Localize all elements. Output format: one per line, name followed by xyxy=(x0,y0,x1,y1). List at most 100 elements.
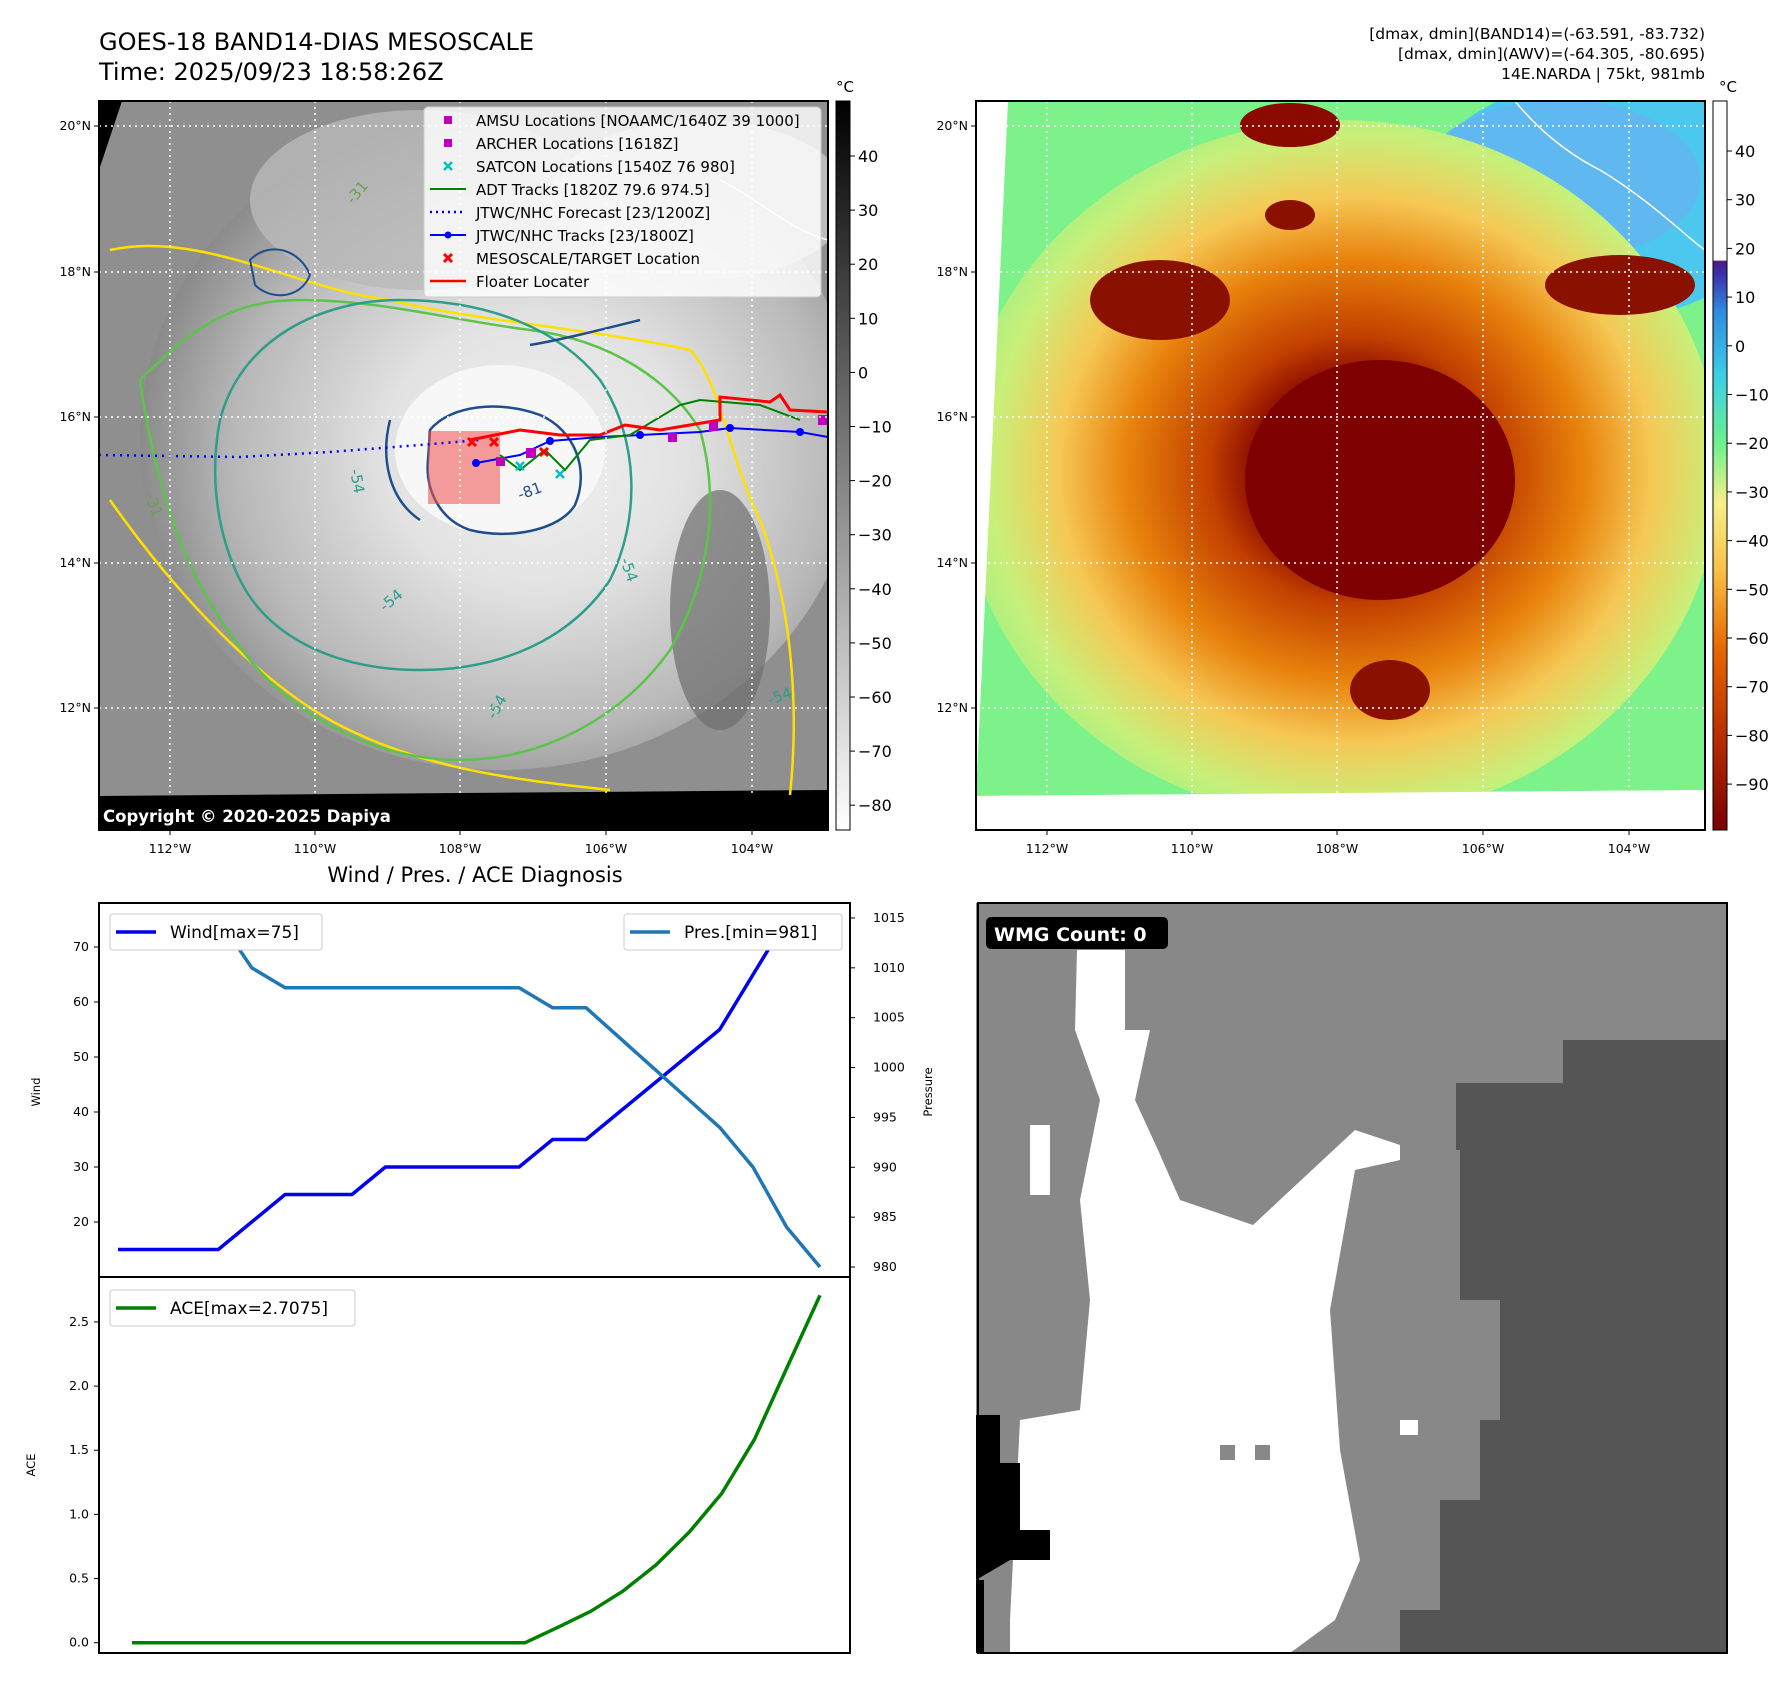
wmg-panel: WMG Count: 0 xyxy=(976,902,1728,1654)
legend-adt: ADT Tracks [1820Z 79.6 974.5] xyxy=(476,181,710,199)
lon-tick-label: 106°W xyxy=(1462,841,1504,856)
wmg-count-badge xyxy=(986,917,1168,949)
floater-track-line xyxy=(469,392,828,442)
legend-floater: Floater Locater xyxy=(476,273,590,291)
colorbar-tick-label: −70 xyxy=(1735,678,1769,697)
wind-axis-label: Wind xyxy=(29,1078,43,1107)
colorbar-tick-label: 10 xyxy=(858,309,878,328)
adt-track-line xyxy=(499,398,801,472)
lon-tick-label: 104°W xyxy=(1608,841,1650,856)
wind-tick-label: 60 xyxy=(73,994,89,1009)
figure-title: GOES-18 BAND14-DIAS MESOSCALE xyxy=(99,28,534,56)
colorbar-tick-label: −40 xyxy=(1735,532,1769,551)
pressure-tick-label: 1000 xyxy=(873,1060,905,1075)
wmg-count-text: WMG Count: 0 xyxy=(994,924,1147,946)
lat-tick-label: 20°N xyxy=(59,118,91,133)
colorbar-tick-label: −30 xyxy=(858,526,892,545)
colorbar-tick-label: 20 xyxy=(1735,239,1755,258)
ace-tick-label: 0.0 xyxy=(69,1635,89,1650)
colorbar-tick-label: −20 xyxy=(858,472,892,491)
lat-tick-label: 16°N xyxy=(936,409,968,424)
colorbar-tick-label: −40 xyxy=(858,580,892,599)
colorbar-tick-label: −70 xyxy=(858,742,892,761)
floater-locater-box xyxy=(428,431,500,504)
mesoscale-markers xyxy=(466,436,550,458)
colorbar-tick-label: 10 xyxy=(1735,288,1755,307)
lon-tick-label: 112°W xyxy=(1026,841,1068,856)
stats-band14: [dmax, dmin](BAND14)=(-63.591, -83.732) xyxy=(1369,25,1705,43)
awv-colorbar: °C 40 30 20 10 0 −10 −20 −30 −40 −50 −60 −70 −80 −90 xyxy=(1712,78,1769,831)
contour-label: -54 xyxy=(346,468,368,495)
satcon-markers xyxy=(515,461,565,479)
contour-yellow-outer xyxy=(108,244,795,796)
legend-jtwc-forecast: JTWC/NHC Forecast [23/1200Z] xyxy=(475,204,710,222)
contour-teal-inner xyxy=(213,298,633,672)
ir-colorbar-unit: °C xyxy=(836,78,854,96)
colorbar-tick-label: 0 xyxy=(1735,337,1745,356)
wind-tick-label: 70 xyxy=(73,939,89,954)
ace-tick-label: 1.0 xyxy=(69,1506,89,1521)
ace-series-line xyxy=(132,1294,822,1645)
pressure-tick-label: 1010 xyxy=(873,960,905,975)
awv-map-panel xyxy=(975,100,1706,831)
wind-tick-label: 40 xyxy=(73,1104,89,1119)
lat-tick-label: 12°N xyxy=(936,700,968,715)
legend-amsu: AMSU Locations [NOAAMC/1640Z 39 1000] xyxy=(476,112,800,130)
jtwc-track-points xyxy=(472,424,804,467)
ace-chart: ACE 0.0 0.5 1.0 1.5 2.0 2.5 ACE[max=2.7075] xyxy=(24,1276,851,1654)
colorbar-tick-label: −60 xyxy=(858,688,892,707)
colorbar-tick-label: 30 xyxy=(858,201,878,220)
pressure-axis-label: Pressure xyxy=(921,1067,935,1116)
lon-tick-label: 112°W xyxy=(149,841,191,856)
storm-info: 14E.NARDA | 75kt, 981mb xyxy=(1501,65,1705,83)
stats-awv: [dmax, dmin](AWV)=(-64.305, -80.695) xyxy=(1398,45,1705,63)
pressure-tick-label: 995 xyxy=(873,1109,897,1124)
contour-navy-eyewall xyxy=(385,318,641,536)
awv-colorbar-unit: °C xyxy=(1719,78,1737,96)
pressure-tick-label: 985 xyxy=(873,1209,897,1224)
legend-jtwc-tracks: JTWC/NHC Tracks [23/1800Z] xyxy=(475,227,694,245)
colorbar-tick-label: 40 xyxy=(1735,142,1755,161)
lon-tick-label: 110°W xyxy=(294,841,336,856)
colorbar-tick-label: −90 xyxy=(1735,775,1769,794)
ace-tick-label: 2.0 xyxy=(69,1378,89,1393)
legend-mesoscale: MESOSCALE/TARGET Location xyxy=(476,250,700,268)
colorbar-tick-label: 20 xyxy=(858,255,878,274)
legend-archer: ARCHER Locations [1618Z] xyxy=(476,135,679,153)
copyright-text: Copyright © 2020-2025 Dapiya xyxy=(103,807,391,826)
lat-tick-label: 18°N xyxy=(59,264,91,279)
colorbar-tick-label: 30 xyxy=(1735,191,1755,210)
lat-tick-label: 14°N xyxy=(936,555,968,570)
lon-tick-label: 106°W xyxy=(585,841,627,856)
jtwc-forecast-line xyxy=(99,438,481,459)
colorbar-tick-label: 0 xyxy=(858,363,868,382)
wind-series-line xyxy=(118,917,820,1252)
wind-pressure-chart: Wind Pressure 20 30 40 50 60 70 980 985 990 995 10… xyxy=(29,902,935,1278)
wmg-dark-region xyxy=(1400,1040,1727,1653)
pressure-tick-label: 990 xyxy=(873,1159,897,1174)
wind-legend-label: Wind[max=75] xyxy=(170,923,299,943)
colorbar-tick-label: −10 xyxy=(858,418,892,437)
colorbar-tick-label: −10 xyxy=(1735,386,1769,405)
ace-tick-label: 1.5 xyxy=(69,1442,89,1457)
colorbar-tick-label: −20 xyxy=(1735,434,1769,453)
lat-tick-label: 16°N xyxy=(59,409,91,424)
ir-colorbar: °C 40 30 20 10 0 −10 −20 −30 −40 −50 −60 −70 −80 xyxy=(835,78,892,831)
lat-tick-label: 20°N xyxy=(936,118,968,133)
ir-legend: AMSU Locations [NOAAMC/1640Z 39 1000] AR… xyxy=(423,106,822,298)
wmg-clear-region xyxy=(1010,950,1400,1653)
lat-tick-label: 12°N xyxy=(59,700,91,715)
amsu-markers xyxy=(496,415,828,466)
lat-tick-label: 14°N xyxy=(59,555,91,570)
pressure-tick-label: 1005 xyxy=(873,1010,905,1025)
colorbar-tick-label: 40 xyxy=(858,147,878,166)
legend-satcon: SATCON Locations [1540Z 76 980] xyxy=(476,158,735,176)
colorbar-tick-label: −50 xyxy=(1735,580,1769,599)
lat-tick-label: 18°N xyxy=(936,264,968,279)
ace-legend-label: ACE[max=2.7075] xyxy=(170,1299,328,1319)
wind-tick-label: 50 xyxy=(73,1049,89,1064)
colorbar-tick-label: −80 xyxy=(858,796,892,815)
wind-tick-label: 20 xyxy=(73,1214,89,1229)
colorbar-tick-label: −30 xyxy=(1735,483,1769,502)
colorbar-tick-label: −80 xyxy=(1735,726,1769,745)
